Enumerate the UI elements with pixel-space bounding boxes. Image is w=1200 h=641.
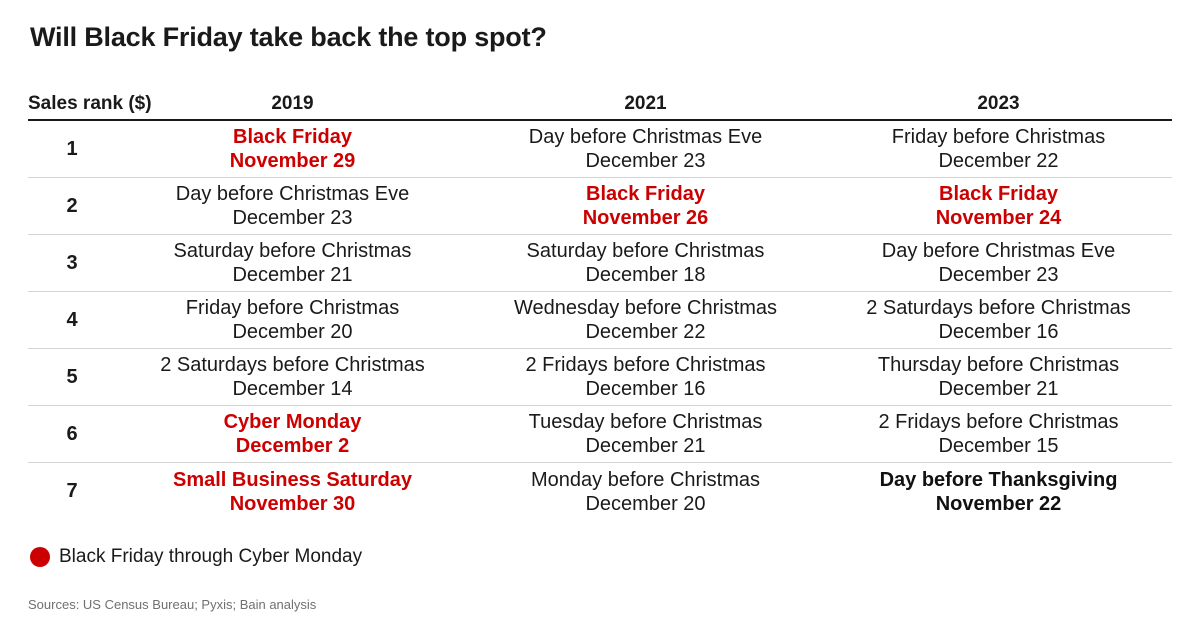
sales-rank-table: Sales rank ($) 2019 2021 2023 1 Black Fri… xyxy=(28,88,1172,520)
table-cell-2019: Black Friday November 29 xyxy=(116,125,469,173)
legend-marker xyxy=(30,547,50,567)
event-name: Saturday before Christmas xyxy=(173,240,412,262)
event-name: 2 Fridays before Christmas xyxy=(525,354,766,376)
event-name: Day before Christmas Eve xyxy=(175,183,410,205)
table-cell-2021: Wednesday before Christmas December 22 xyxy=(469,296,822,344)
table-cell-2023: Day before Thanksgiving November 22 xyxy=(822,468,1175,516)
rank-cell: 3 xyxy=(66,251,78,274)
event-date: December 16 xyxy=(585,378,706,400)
event-name: Small Business Saturday xyxy=(173,468,412,491)
event-name: 2 Saturdays before Christmas xyxy=(160,354,425,376)
event-name: 2 Fridays before Christmas xyxy=(878,411,1119,433)
event-name: Monday before Christmas xyxy=(531,468,760,491)
event-date: December 20 xyxy=(585,492,706,515)
rank-cell: 5 xyxy=(66,365,78,388)
column-header-2021: 2021 xyxy=(624,92,667,114)
event-date: November 29 xyxy=(229,150,356,172)
table-row: 4 Friday before Christmas December 20 Wedne… xyxy=(28,292,1172,349)
event-name: Day before Thanksgiving xyxy=(879,468,1118,491)
rank-cell: 7 xyxy=(66,480,78,502)
table-cell-2021: Day before Christmas Eve December 23 xyxy=(469,125,822,173)
table-row: 3 Saturday before Christmas December 21 Sat… xyxy=(28,235,1172,292)
table-cell-2023: Friday before Christmas December 22 xyxy=(822,125,1175,173)
event-date: December 23 xyxy=(938,264,1059,286)
event-name: Friday before Christmas xyxy=(891,126,1106,148)
event-date: December 21 xyxy=(938,378,1059,400)
table-cell-2019: Small Business Saturday November 30 xyxy=(116,468,469,516)
event-date: December 23 xyxy=(585,150,706,172)
rank-cell: 4 xyxy=(66,308,78,331)
source-note: Sources: US Census Bureau; Pyxis; Bain a… xyxy=(28,597,317,612)
event-date: December 23 xyxy=(232,207,353,229)
event-date: December 15 xyxy=(938,435,1059,457)
rank-cell: 2 xyxy=(66,194,78,217)
event-date: December 14 xyxy=(232,378,353,400)
chart-title: Will Black Friday take back the top spot… xyxy=(30,22,547,52)
rank-cell: 1 xyxy=(66,137,78,160)
event-name: Cyber Monday xyxy=(223,411,362,433)
table-cell-2023: Black Friday November 24 xyxy=(822,182,1175,230)
event-name: Day before Christmas Eve xyxy=(528,126,763,148)
table-row: 2 Day before Christmas Eve December 23 Blac… xyxy=(28,178,1172,235)
event-date: December 22 xyxy=(938,150,1059,172)
table-cell-2023: Day before Christmas Eve December 23 xyxy=(822,239,1175,287)
table-body: 1 Black Friday November 29 Day before Chris… xyxy=(28,121,1172,520)
table-row: 5 2 Saturdays before Christmas December 14… xyxy=(28,349,1172,406)
event-name: Wednesday before Christmas xyxy=(513,297,778,319)
table-header-row: Sales rank ($) 2019 2021 2023 xyxy=(28,88,1172,121)
table-cell-2019: 2 Saturdays before Christmas December 14 xyxy=(116,353,469,401)
table-row: 6 Cyber Monday December 2 Tuesday before Ch… xyxy=(28,406,1172,463)
event-date: December 18 xyxy=(585,264,706,286)
rank-column-header: Sales rank ($) xyxy=(28,92,152,114)
table-cell-2021: Monday before Christmas December 20 xyxy=(469,468,822,516)
event-date: December 21 xyxy=(232,264,353,286)
table-cell-2021: Tuesday before Christmas December 21 xyxy=(469,410,822,458)
event-date: December 16 xyxy=(938,321,1059,343)
column-header-2019: 2019 xyxy=(271,92,314,114)
table-cell-2021: Black Friday November 26 xyxy=(469,182,822,230)
event-name: Black Friday xyxy=(939,183,1058,205)
legend: Black Friday through Cyber Monday xyxy=(30,546,362,568)
event-date: December 2 xyxy=(235,435,350,457)
event-name: Saturday before Christmas xyxy=(526,240,765,262)
event-date: December 21 xyxy=(585,435,706,457)
event-name: Friday before Christmas xyxy=(185,297,400,319)
table-cell-2023: Thursday before Christmas December 21 xyxy=(822,353,1175,401)
table-cell-2019: Friday before Christmas December 20 xyxy=(116,296,469,344)
event-name: 2 Saturdays before Christmas xyxy=(866,297,1131,319)
table-cell-2019: Day before Christmas Eve December 23 xyxy=(116,182,469,230)
table-cell-2023: 2 Saturdays before Christmas December 16 xyxy=(822,296,1175,344)
event-date: December 20 xyxy=(232,321,353,343)
event-name: Day before Christmas Eve xyxy=(881,240,1116,262)
event-date: November 22 xyxy=(935,492,1062,515)
column-header-2023: 2023 xyxy=(977,92,1020,114)
event-name: Tuesday before Christmas xyxy=(528,411,763,433)
event-name: Black Friday xyxy=(586,183,705,205)
table-row: 1 Black Friday November 29 Day before Chris… xyxy=(28,121,1172,178)
table-cell-2021: Saturday before Christmas December 18 xyxy=(469,239,822,287)
event-name: Black Friday xyxy=(233,126,352,148)
table-row: 7 Small Business Saturday November 30 Monda… xyxy=(28,463,1172,520)
table-cell-2019: Saturday before Christmas December 21 xyxy=(116,239,469,287)
legend-label: Black Friday through Cyber Monday xyxy=(59,546,363,567)
table-cell-2021: 2 Fridays before Christmas December 16 xyxy=(469,353,822,401)
table-cell-2019: Cyber Monday December 2 xyxy=(116,410,469,458)
event-date: November 30 xyxy=(229,492,356,515)
event-date: November 24 xyxy=(935,207,1062,229)
rank-cell: 6 xyxy=(66,422,78,445)
event-date: December 22 xyxy=(585,321,706,343)
event-name: Thursday before Christmas xyxy=(877,354,1120,376)
event-date: November 26 xyxy=(582,207,709,229)
table-cell-2023: 2 Fridays before Christmas December 15 xyxy=(822,410,1175,458)
